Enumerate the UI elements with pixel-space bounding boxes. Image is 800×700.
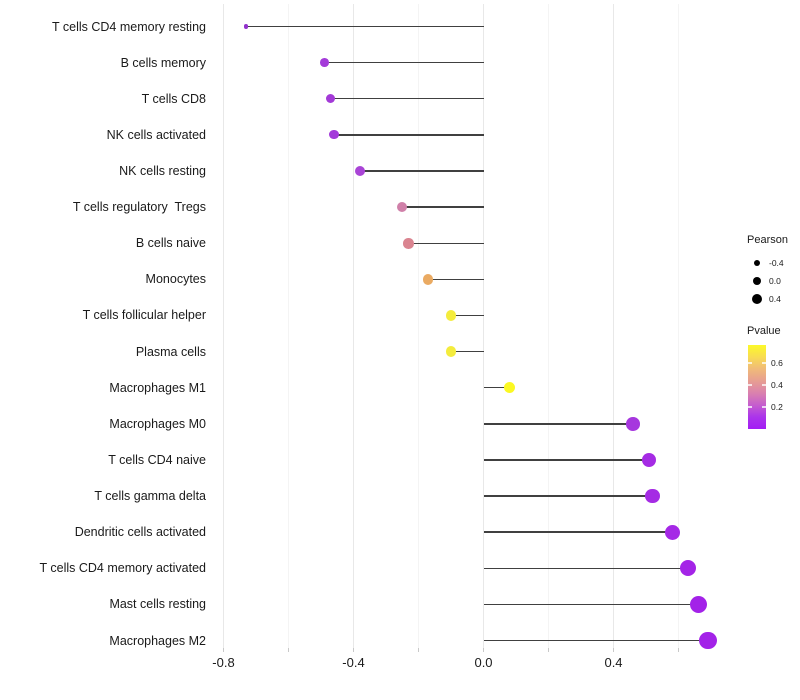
lollipop-stem [330,98,484,100]
lollipop-stem [360,170,484,172]
legend-pearson-key-dot [752,276,762,286]
y-axis-label: T cells follicular helper [82,308,206,323]
x-axis-tick [678,648,679,652]
lollipop-stem [483,639,708,642]
x-axis-tick-label: 0.0 [474,655,493,670]
lollipop-stem [483,387,510,389]
y-axis-label: T cells gamma delta [94,488,206,503]
y-axis-label: Macrophages M1 [109,380,206,395]
legend-pearson-key-label: 0.0 [769,275,781,286]
lollipop-stem [483,459,650,461]
pvalue-colorbar-label: 0.2 [771,401,783,412]
y-axis-label: Macrophages M0 [109,416,206,431]
lollipop-dot [642,452,657,467]
gridline-minor [418,4,419,648]
x-axis-tick [613,648,614,652]
x-axis-tick [223,648,224,652]
lollipop-dot [397,201,408,213]
x-axis-tick-label: 0.4 [604,655,623,670]
gridline-major [353,4,354,648]
lollipop-dot [445,346,457,357]
x-axis-tick [418,648,419,652]
pvalue-colorbar-label: 0.6 [771,357,783,368]
pvalue-colorbar [748,345,766,429]
lollipop-stem [246,25,484,28]
lollipop-dot [326,94,336,104]
lollipop-stem [428,278,484,281]
x-axis-tick [483,648,484,652]
legend-pearson-key-label: -0.4 [769,257,784,268]
lollipop-stem [334,134,484,136]
lollipop-stem [408,242,484,244]
lollipop-dot [698,631,717,650]
legend-pearson-key-label: 0.4 [769,293,781,304]
lollipop-stem [451,314,484,317]
pvalue-colorbar-label: 0.4 [771,379,783,390]
x-axis-tick-label: -0.4 [342,655,365,670]
lollipop-dot [680,560,697,577]
lollipop-dot [423,274,434,285]
pvalue-colorbar-tick [762,362,766,364]
gridline-minor [288,4,289,648]
lollipop-dot [244,24,249,29]
legend-pearson-title: Pearson [747,234,788,246]
pvalue-colorbar-tick [762,406,766,408]
x-axis-tick-label: -0.8 [212,655,235,670]
y-axis-label: T cells CD8 [141,91,206,106]
pvalue-colorbar-tick [748,362,752,364]
pvalue-colorbar-tick [762,384,766,386]
pvalue-colorbar-tick [748,384,752,386]
gridline-major [613,4,614,648]
y-axis-label: Monocytes [145,272,206,287]
legend-pvalue-title: Pvalue [747,325,781,337]
y-axis-label: T cells CD4 memory resting [52,19,206,34]
lollipop-dot [355,165,365,176]
lollipop-stem [483,423,633,425]
lollipop-dot [504,382,515,394]
y-axis-label: Mast cells resting [109,597,206,612]
x-axis-tick [548,648,549,652]
y-axis-label: Plasma cells [135,344,206,359]
legend-pearson-key-dot [753,259,761,267]
lollipop-stem [402,206,484,208]
gridline-major [223,4,224,648]
lollipop-dot [403,237,415,249]
lollipop-dot [329,130,339,140]
lollipop-dot [645,488,660,504]
y-axis-label: NK cells activated [106,127,206,142]
y-axis-label: T cells CD4 memory activated [39,561,207,576]
gridline-minor [548,4,549,648]
y-axis-label: B cells naive [135,235,206,250]
lollipop-dot [664,524,680,540]
lollipop-dot [319,58,329,67]
lollipop-stem [324,61,484,64]
y-axis-label: T cells regulatory Tregs [72,199,206,214]
lollipop-stem [483,603,698,606]
lollipop-stem [451,350,484,353]
legend-pearson-key-dot [751,293,763,305]
x-axis-tick [353,648,354,652]
y-axis-label: T cells CD4 naive [108,452,206,467]
y-axis-label: B cells memory [120,55,206,70]
y-axis-label: Dendritic cells activated [74,524,206,539]
lollipop-stem [483,567,689,569]
gridline-minor [678,4,679,648]
gridline-major [483,4,484,648]
lollipop-dot [445,310,457,321]
y-axis-label: NK cells resting [119,163,206,178]
y-axis-label: Macrophages M2 [109,633,206,648]
x-axis-tick [288,648,289,652]
lollipop-dot [626,417,640,431]
lollipop-dot [689,595,707,613]
pvalue-colorbar-tick [748,406,752,408]
lollipop-stem [483,531,672,533]
lollipop-stem [483,495,653,497]
